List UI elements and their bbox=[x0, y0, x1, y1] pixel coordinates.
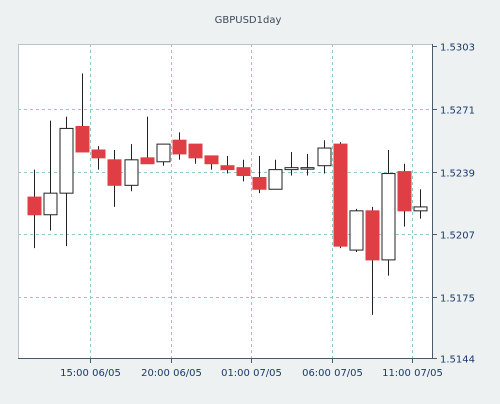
y-tick-label: 1.5239 bbox=[440, 169, 475, 180]
y-tick-label: 1.5144 bbox=[440, 355, 475, 366]
axes: 1.5303 1.5271 1.5239 1.5207 1.5175 1.5144 15:0… bbox=[18, 43, 475, 379]
candle-body-up bbox=[381, 173, 396, 261]
candles bbox=[27, 73, 428, 315]
candle-body-up bbox=[43, 192, 58, 216]
candle-body-up bbox=[59, 127, 74, 194]
candle-body-down bbox=[252, 176, 267, 190]
candle-body-down bbox=[107, 159, 122, 186]
candle-body-up bbox=[156, 143, 171, 163]
candle-body-down bbox=[140, 157, 155, 165]
candle-body-up bbox=[349, 210, 364, 251]
candle-body-down bbox=[188, 143, 203, 159]
x-tick-label: 06:00 07/05 bbox=[302, 368, 363, 379]
candle-body-down bbox=[204, 155, 219, 165]
candle-body-down bbox=[75, 125, 90, 153]
candle-body-down bbox=[333, 143, 348, 247]
plot-area bbox=[18, 44, 432, 358]
candle-body-down bbox=[172, 139, 187, 155]
y-tick-label: 1.5207 bbox=[440, 231, 475, 242]
y-tick-label: 1.5303 bbox=[440, 43, 475, 54]
y-tick-label: 1.5175 bbox=[440, 294, 475, 305]
x-tick-label: 15:00 06/05 bbox=[60, 368, 121, 379]
candle-body-up bbox=[317, 147, 332, 167]
candle-body-down bbox=[220, 165, 235, 171]
candle-body-down bbox=[27, 196, 42, 216]
candle-body-up bbox=[124, 159, 139, 186]
candle-body-up bbox=[413, 206, 428, 212]
candle-body-down bbox=[397, 171, 412, 212]
candle-body-down bbox=[365, 210, 380, 261]
x-tick-label: 20:00 06/05 bbox=[141, 368, 202, 379]
x-tick-label: 01:00 07/05 bbox=[221, 368, 282, 379]
candle-body-up bbox=[300, 167, 315, 170]
candle-body-down bbox=[236, 167, 251, 177]
candle-body-up bbox=[268, 169, 283, 190]
grid-lines bbox=[18, 44, 432, 358]
y-tick-label: 1.5271 bbox=[440, 106, 475, 117]
candle-body-up bbox=[284, 167, 299, 171]
candle-body-down bbox=[91, 149, 106, 159]
chart-title: GBPUSD1day bbox=[215, 15, 282, 26]
x-tick-label: 11:00 07/05 bbox=[382, 368, 443, 379]
